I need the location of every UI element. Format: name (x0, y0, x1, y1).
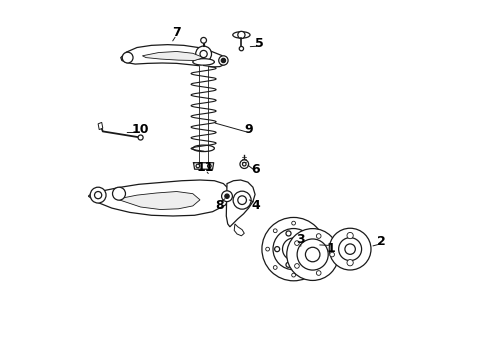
Circle shape (286, 231, 291, 236)
Circle shape (304, 237, 310, 242)
Circle shape (113, 187, 125, 200)
Circle shape (292, 273, 295, 277)
Polygon shape (234, 224, 245, 236)
Circle shape (240, 160, 248, 168)
Circle shape (317, 234, 321, 238)
Circle shape (310, 229, 314, 233)
Text: 1: 1 (327, 242, 336, 255)
Circle shape (294, 264, 299, 268)
Circle shape (238, 31, 245, 39)
Circle shape (310, 266, 314, 269)
Text: 3: 3 (296, 233, 305, 246)
Circle shape (196, 46, 212, 62)
Circle shape (201, 37, 206, 43)
Circle shape (347, 260, 353, 266)
Circle shape (200, 50, 207, 58)
Ellipse shape (193, 59, 215, 65)
Polygon shape (143, 51, 204, 60)
Polygon shape (88, 180, 231, 216)
Circle shape (266, 247, 270, 251)
Circle shape (239, 46, 244, 51)
Circle shape (317, 271, 321, 275)
Circle shape (138, 135, 143, 140)
Text: 5: 5 (255, 37, 264, 50)
Circle shape (283, 238, 305, 260)
Circle shape (297, 239, 328, 270)
Polygon shape (98, 122, 103, 130)
Text: 4: 4 (251, 199, 260, 212)
Circle shape (294, 241, 299, 246)
Circle shape (329, 228, 371, 270)
Ellipse shape (193, 145, 215, 152)
Polygon shape (226, 180, 255, 227)
Circle shape (225, 194, 229, 198)
Circle shape (339, 238, 362, 261)
Circle shape (273, 229, 277, 233)
Polygon shape (199, 66, 208, 166)
Circle shape (345, 244, 355, 254)
Text: 9: 9 (245, 123, 253, 136)
Circle shape (221, 58, 225, 63)
Text: 2: 2 (377, 235, 386, 248)
Circle shape (243, 162, 246, 166)
Circle shape (221, 191, 232, 202)
Circle shape (286, 262, 291, 267)
Circle shape (208, 164, 211, 168)
Circle shape (318, 247, 321, 251)
Circle shape (273, 229, 314, 270)
Circle shape (95, 192, 102, 199)
Circle shape (274, 247, 280, 252)
Circle shape (305, 247, 320, 262)
Circle shape (287, 229, 339, 280)
Circle shape (289, 244, 298, 254)
Circle shape (330, 252, 335, 257)
Text: 7: 7 (172, 26, 181, 39)
Text: 6: 6 (251, 163, 260, 176)
Circle shape (90, 187, 106, 203)
Circle shape (347, 233, 353, 239)
Circle shape (122, 52, 133, 63)
Circle shape (292, 221, 295, 225)
Circle shape (304, 256, 310, 261)
Polygon shape (119, 192, 200, 210)
Circle shape (273, 266, 277, 269)
Circle shape (196, 164, 199, 168)
Text: 8: 8 (216, 199, 224, 212)
Ellipse shape (233, 32, 250, 38)
Text: 11: 11 (196, 161, 214, 174)
Circle shape (219, 56, 228, 65)
Circle shape (233, 191, 251, 209)
Circle shape (262, 217, 325, 281)
Circle shape (238, 196, 246, 204)
Text: 10: 10 (132, 123, 149, 136)
Polygon shape (121, 45, 227, 67)
Polygon shape (194, 163, 214, 169)
